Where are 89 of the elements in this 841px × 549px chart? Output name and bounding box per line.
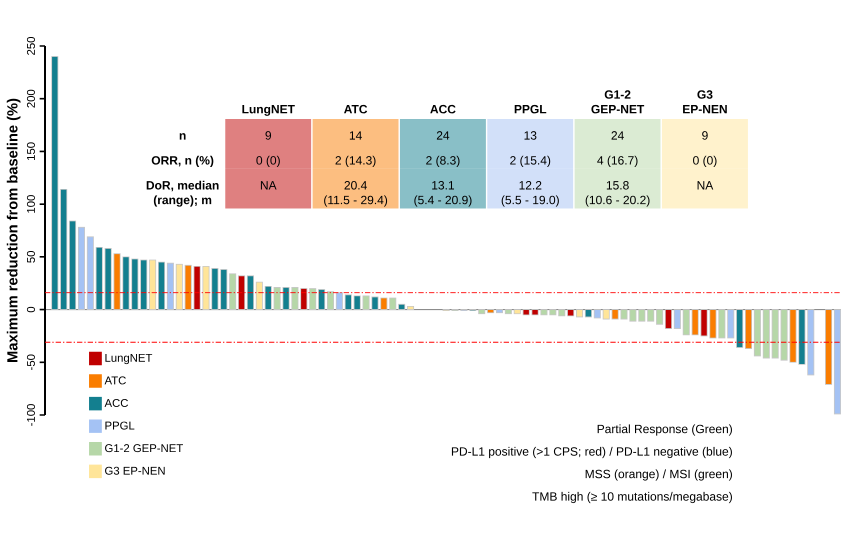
legend-label: PPGL — [105, 422, 134, 430]
bar — [825, 309, 832, 385]
annotation: 2 (8.3) — [426, 156, 460, 167]
bar — [496, 309, 503, 314]
bar — [532, 309, 539, 316]
bar — [709, 309, 716, 338]
legend-label: ATC — [104, 376, 126, 384]
legend-label: G1-2 GEP-NET — [105, 444, 183, 452]
annotation: NA — [260, 181, 277, 190]
bar — [834, 309, 841, 414]
bar — [754, 309, 761, 356]
bar — [584, 309, 592, 318]
bar — [291, 287, 298, 310]
annotation: 9 — [266, 131, 272, 140]
y-tick-label: 200 — [26, 90, 35, 108]
annotation: 2 (15.4) — [510, 156, 550, 167]
annotation: n — [180, 133, 186, 140]
bar — [158, 262, 166, 310]
bar — [807, 309, 814, 376]
annotation: 0 (0) — [693, 156, 717, 167]
bar — [576, 309, 584, 318]
bar — [789, 309, 796, 363]
bar — [487, 309, 494, 314]
annotation: 0 (0) — [256, 156, 280, 167]
annotation: 4 (16.7) — [597, 156, 638, 167]
bar — [700, 309, 708, 336]
bar — [166, 262, 174, 310]
bar — [149, 260, 156, 310]
annotation: NA — [698, 181, 714, 190]
text: MSS (orange) / MSI (green) — [586, 469, 732, 481]
y-tick-label: 100 — [26, 195, 35, 213]
y-tick-label: -50 — [26, 354, 35, 370]
annotation: G3 EP-NEN — [683, 90, 727, 114]
bar — [798, 309, 806, 365]
bar — [780, 309, 788, 361]
bar — [114, 253, 121, 310]
bar — [620, 309, 628, 320]
annotation: LungNET — [242, 105, 295, 116]
bar — [194, 266, 201, 310]
bar — [318, 289, 326, 310]
bar — [122, 256, 130, 310]
annotation: ORR, n (%) — [152, 156, 214, 167]
bar — [371, 296, 378, 310]
bar — [745, 309, 752, 349]
legend-label: ACC — [104, 398, 128, 408]
bar — [629, 309, 636, 322]
bar — [69, 220, 76, 310]
annotation: 15.8 (10.6 - 20.2) — [586, 181, 650, 207]
y-tick-label: -100 — [26, 404, 35, 426]
annotation: 12.2 (5.5 - 19.0) — [502, 181, 559, 207]
bar — [238, 275, 246, 310]
bar — [736, 309, 744, 348]
bar — [664, 309, 672, 329]
bar — [336, 292, 343, 310]
y-tick-label: 250 — [26, 36, 35, 55]
bar — [540, 309, 548, 316]
annotation: 13 — [524, 131, 536, 140]
y-axis-title: Maximum reduction from baseline (%) — [6, 98, 20, 362]
bar — [362, 295, 370, 310]
annotation: G1-2 GEP-NET — [591, 90, 644, 114]
bar — [326, 291, 334, 310]
y-tick-label: 0 — [26, 306, 35, 312]
annotation: 2 (14.3) — [336, 156, 376, 167]
annotation: 24 — [436, 131, 450, 140]
bar — [211, 268, 218, 310]
bar — [282, 287, 290, 310]
text: PD-L1 positive (>1 CPS; red) / PD-L1 negative (blue) — [452, 446, 732, 458]
annotation: 9 — [702, 131, 708, 140]
bar — [612, 309, 619, 320]
text: Partial Response (Green) — [598, 424, 732, 436]
bar — [656, 309, 664, 325]
bar — [407, 306, 414, 310]
y-tick-label: 150 — [26, 142, 35, 160]
annotation: PPGL — [514, 104, 546, 114]
annotation: DoR, median (range); m — [146, 180, 219, 207]
legend-label: G3 EP-NEN — [105, 466, 165, 475]
annotation: 13.1 (5.4 - 20.9) — [414, 181, 472, 207]
annotation: 14 — [350, 131, 362, 140]
annotation: 20.4 (11.5 - 29.4) — [324, 181, 388, 207]
y-tick-label: 50 — [26, 251, 35, 263]
bar — [202, 266, 210, 310]
bar — [78, 226, 85, 310]
bar — [504, 309, 512, 314]
bar — [246, 275, 254, 310]
annotation: ATC — [344, 104, 368, 114]
annotation: ACC — [430, 104, 456, 114]
text: TMB high (≥ 10 mutations/megabase) — [532, 492, 732, 504]
annotation: 24 — [612, 131, 624, 140]
legend-label: LungNET — [105, 354, 152, 364]
